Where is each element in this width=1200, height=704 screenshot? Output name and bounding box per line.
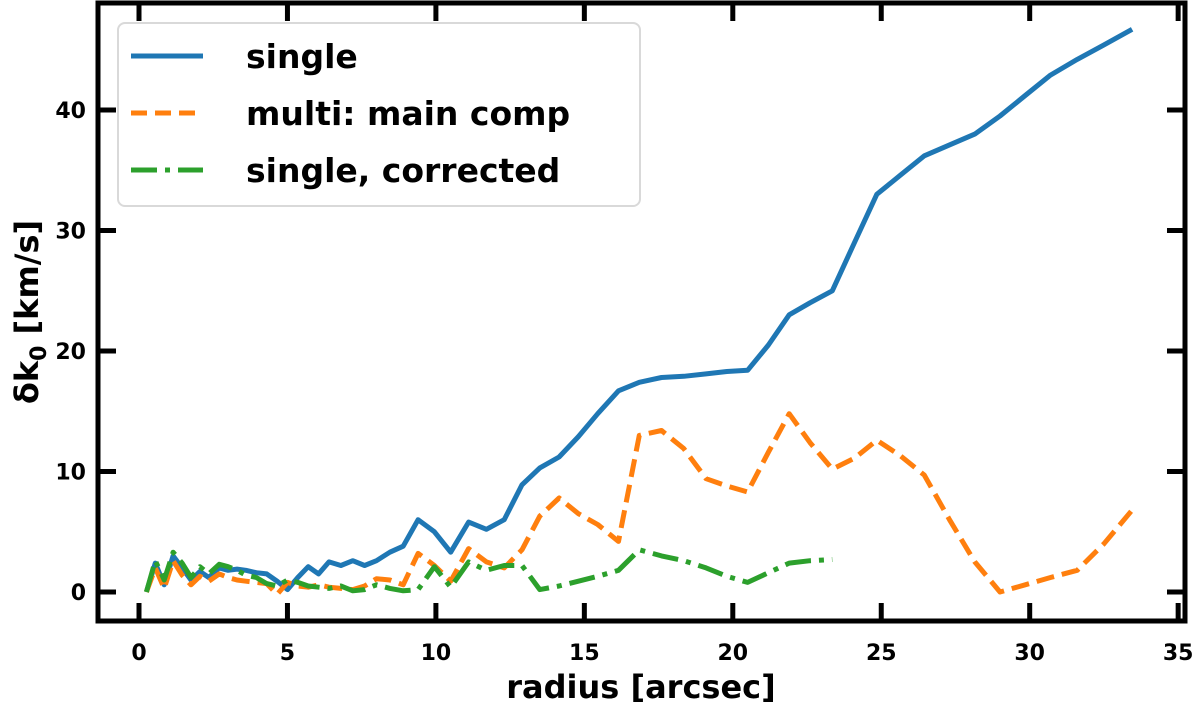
x-tick-label: 10 bbox=[421, 641, 452, 666]
axes-frame bbox=[95, 0, 1188, 624]
legend-label: single bbox=[246, 37, 358, 76]
y-axis-ticks: 0 10 20 30 40 bbox=[55, 99, 1185, 606]
x-tick-label: 25 bbox=[866, 641, 897, 666]
x-tick-label: 0 bbox=[131, 641, 146, 666]
y-axis-label: δk0 [km/s] bbox=[8, 220, 52, 404]
x-axis-label: radius [arcsec] bbox=[506, 668, 776, 704]
legend-label: multi: main comp bbox=[246, 94, 570, 133]
x-tick-label: 15 bbox=[569, 641, 600, 666]
axes: 0 5 10 15 20 25 30 35 0 10 20 30 40 bbox=[55, 0, 1193, 666]
y-axis-label-unit: [km/s] bbox=[8, 220, 46, 346]
y-tick-label: 30 bbox=[55, 220, 86, 245]
legend-label: single, corrected bbox=[246, 151, 560, 190]
series-line-single-corrected bbox=[143, 547, 833, 594]
x-tick-label: 35 bbox=[1163, 641, 1194, 666]
x-axis-ticks: 0 5 10 15 20 25 30 35 bbox=[131, 3, 1193, 666]
x-tick-label: 30 bbox=[1014, 641, 1045, 666]
y-tick-label: 40 bbox=[55, 99, 86, 124]
plot-lines bbox=[143, 27, 1135, 597]
x-tick-label: 5 bbox=[280, 641, 295, 666]
y-tick-label: 10 bbox=[55, 461, 86, 486]
y-axis-label-subscript: 0 bbox=[27, 346, 52, 361]
series-line-multi-main-comp bbox=[144, 411, 1135, 597]
y-tick-label: 0 bbox=[71, 581, 86, 606]
legend-box bbox=[117, 22, 641, 207]
y-axis-label-main: δk bbox=[8, 360, 46, 404]
y-tick-label: 20 bbox=[55, 340, 86, 365]
x-tick-label: 20 bbox=[717, 641, 748, 666]
series-line-single bbox=[144, 27, 1134, 593]
legend: single multi: main comp single, corrected bbox=[117, 22, 641, 207]
